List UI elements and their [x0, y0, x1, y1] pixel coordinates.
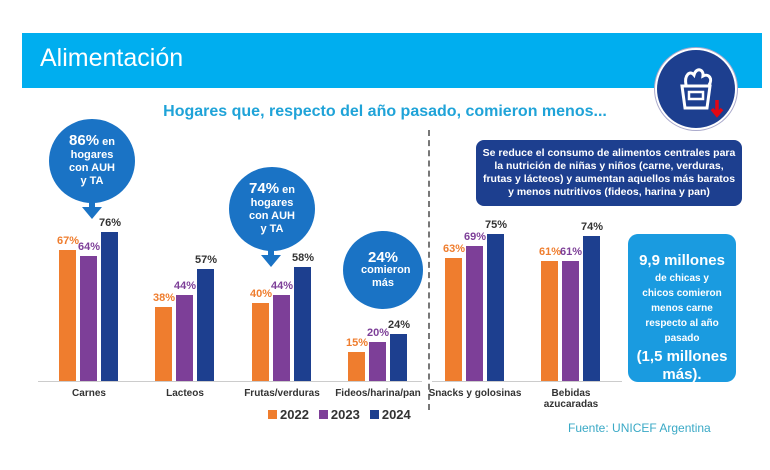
data-label: 74%	[580, 220, 604, 233]
callout-text: hogares con AUH y TA	[248, 197, 296, 235]
arrow-stem	[89, 200, 95, 208]
legend-item: 2024	[369, 407, 411, 422]
bar-2024	[294, 267, 311, 381]
arrow-stem	[268, 248, 274, 256]
legend-swatch	[318, 410, 328, 419]
data-label: 58%	[291, 252, 315, 265]
callout-value: 74%	[249, 180, 280, 197]
bar-2022	[155, 306, 172, 381]
legend-swatch	[369, 410, 379, 419]
arrow-down-icon	[261, 255, 281, 267]
data-label: 75%	[484, 219, 508, 231]
data-label: 76%	[98, 217, 122, 230]
data-label: 61%	[559, 246, 583, 259]
callout-bubble-frutas: 74% en hogares con AUH y TA	[229, 167, 315, 251]
bar-2023	[80, 255, 97, 381]
bar-2023	[176, 294, 193, 381]
bar-2023	[466, 245, 483, 381]
callout-bubble-carnes: 86% en hogares con AUH y TA	[49, 119, 135, 203]
data-label: 44%	[270, 279, 294, 292]
divider	[428, 130, 430, 410]
bar-2024	[101, 232, 118, 381]
highlight-end: (1,5 millones más).	[636, 348, 728, 383]
page-title: Alimentación	[40, 44, 184, 72]
callout-text: comieron más	[361, 263, 411, 289]
data-label: 61%	[538, 246, 562, 259]
legend-item: 2022	[268, 407, 309, 422]
note-box: Se reduce el consumo de alimentos centra…	[476, 140, 742, 206]
bar-2023	[369, 341, 386, 381]
data-label: 24%	[387, 318, 411, 331]
bar-2023	[273, 294, 290, 381]
highlight-value: 9,9 millones	[639, 252, 725, 269]
arrow-down-icon	[82, 207, 102, 219]
callout-value: 24%	[367, 248, 399, 266]
callout-bubble-fideos: 24% comieron más	[343, 231, 423, 309]
highlight-text: de chicas y chicos comieron menos carne …	[642, 273, 722, 344]
grocery-bag-down-icon	[655, 48, 737, 130]
bar-2024	[487, 234, 504, 381]
callout-value: 86%	[69, 132, 100, 149]
legend-label: 2022	[280, 407, 309, 422]
data-label: 38%	[152, 291, 176, 304]
source-note: Fuente: UNICEF Argentina	[568, 421, 711, 435]
data-label: 64%	[77, 240, 101, 253]
bar-2024	[583, 235, 600, 381]
bar-2022	[252, 302, 269, 381]
data-label: 57%	[194, 254, 218, 267]
callout-text: en	[102, 136, 115, 148]
legend-swatch	[268, 410, 277, 419]
data-label: 40%	[249, 287, 273, 300]
category-label: Snacks y golosinas	[428, 388, 522, 399]
data-label: 20%	[366, 326, 390, 339]
bar-2022	[445, 257, 462, 381]
legend: 2022 2023 2024	[268, 407, 411, 422]
callout-text: en	[282, 184, 295, 196]
bar-2023	[562, 261, 579, 381]
data-label: 44%	[173, 279, 197, 292]
callout-text: hogares con AUH y TA	[68, 149, 116, 187]
x-axis-right	[432, 381, 622, 382]
data-label: 69%	[463, 230, 487, 243]
legend-label: 2024	[381, 407, 411, 422]
bar-2022	[59, 249, 76, 381]
legend-item: 2023	[318, 407, 360, 422]
category-label: Frutas/verduras	[244, 388, 320, 399]
bar-2024	[197, 269, 214, 381]
highlight-box: 9,9 millones de chicas y chicos comieron…	[628, 234, 736, 383]
data-label: 63%	[442, 242, 466, 255]
data-label: 67%	[56, 234, 80, 247]
bar-2022	[541, 261, 558, 381]
bar-2024	[390, 333, 407, 381]
bar-2022	[348, 351, 365, 381]
category-label: Lacteos	[166, 388, 204, 399]
category-label: Bebidas azucaradas	[543, 388, 599, 410]
x-axis-left	[38, 381, 422, 382]
data-label: 15%	[345, 336, 369, 349]
chart-title: Hogares que, respecto del año pasado, co…	[163, 103, 607, 120]
header-band	[22, 33, 762, 88]
category-label: Fideos/harina/pan	[335, 388, 421, 399]
category-label: Carnes	[72, 388, 106, 399]
legend-label: 2023	[330, 407, 360, 422]
